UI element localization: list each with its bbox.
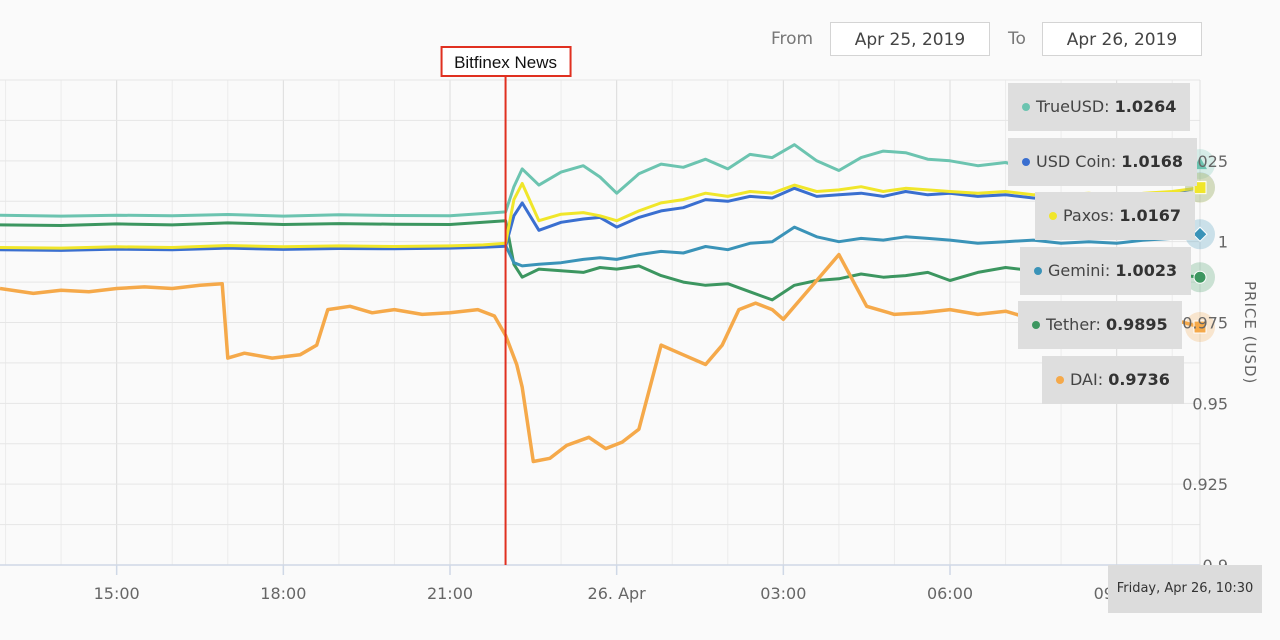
x-tick-label: 03:00 [760, 584, 806, 603]
tooltip-series-name: Paxos: [1063, 206, 1120, 225]
tooltip-usd-coin: USD Coin: 1.0168 [1008, 138, 1198, 186]
legend-dot-icon [1034, 266, 1042, 275]
y-tick-label: 0.95 [1192, 394, 1228, 413]
x-tick-label: 18:00 [260, 584, 306, 603]
legend-dot-icon [1056, 375, 1064, 384]
x-tick-label: 15:00 [94, 584, 140, 603]
y-tick-label: 1 [1218, 233, 1228, 252]
tooltip-series-value: 1.0168 [1121, 152, 1184, 171]
tooltip-series-value: 1.0264 [1114, 97, 1177, 116]
tooltip-trueusd: TrueUSD: 1.0264 [1008, 83, 1191, 131]
legend-dot-icon [1022, 102, 1030, 111]
tooltip-dai: DAI: 0.9736 [1042, 356, 1184, 404]
legend-dot-icon [1022, 157, 1030, 166]
to-date-input[interactable]: Apr 26, 2019 [1042, 22, 1202, 56]
tooltip-series-name: TrueUSD: [1036, 97, 1115, 116]
tooltip-series-value: 0.9736 [1108, 370, 1170, 389]
marker-dai [1193, 320, 1207, 334]
legend-dot-icon [1032, 320, 1040, 329]
series-line-dai [0, 252, 1201, 464]
marker-gemini [1192, 226, 1208, 242]
from-date-input[interactable]: Apr 25, 2019 [830, 22, 990, 56]
tooltip-series-name: Tether: [1046, 315, 1106, 334]
tooltip-series-name: USD Coin: [1036, 152, 1122, 171]
tooltip-series-value: 1.0167 [1119, 206, 1182, 225]
tooltip-series-value: 1.0023 [1115, 261, 1178, 280]
y-tick-label: 0.925 [1182, 475, 1228, 494]
event-marker: Bitfinex News [440, 46, 572, 565]
x-tick-label: 21:00 [427, 584, 473, 603]
series-line-paxos [0, 182, 1201, 250]
series-line-usd-coin [0, 185, 1201, 252]
y-tick-label: 0.975 [1182, 314, 1228, 333]
hover-date-tooltip: Friday, Apr 26, 10:30 [1108, 565, 1262, 613]
event-label: Bitfinex News [454, 53, 557, 72]
marker-tether [1193, 270, 1207, 284]
event-label-box [440, 46, 572, 77]
tooltip-gemini: Gemini: 1.0023 [1020, 247, 1192, 295]
y-axis-label: PRICE (USD) [1241, 281, 1259, 385]
series-line-tether [0, 219, 1201, 302]
tooltip-series-name: Gemini: [1048, 261, 1116, 280]
x-tick-label: 06:00 [927, 584, 973, 603]
tooltip-tether: Tether: 0.9895 [1018, 301, 1182, 349]
series-lines [0, 143, 1201, 464]
tooltip-paxos: Paxos: 1.0167 [1035, 192, 1196, 240]
to-label: To [1008, 29, 1026, 49]
legend-dot-icon [1049, 211, 1057, 220]
tooltip-series-value: 0.9895 [1105, 315, 1168, 334]
tooltip-series-name: DAI: [1070, 370, 1109, 389]
x-tick-label: 26. Apr [588, 584, 647, 603]
from-label: From [771, 29, 814, 49]
